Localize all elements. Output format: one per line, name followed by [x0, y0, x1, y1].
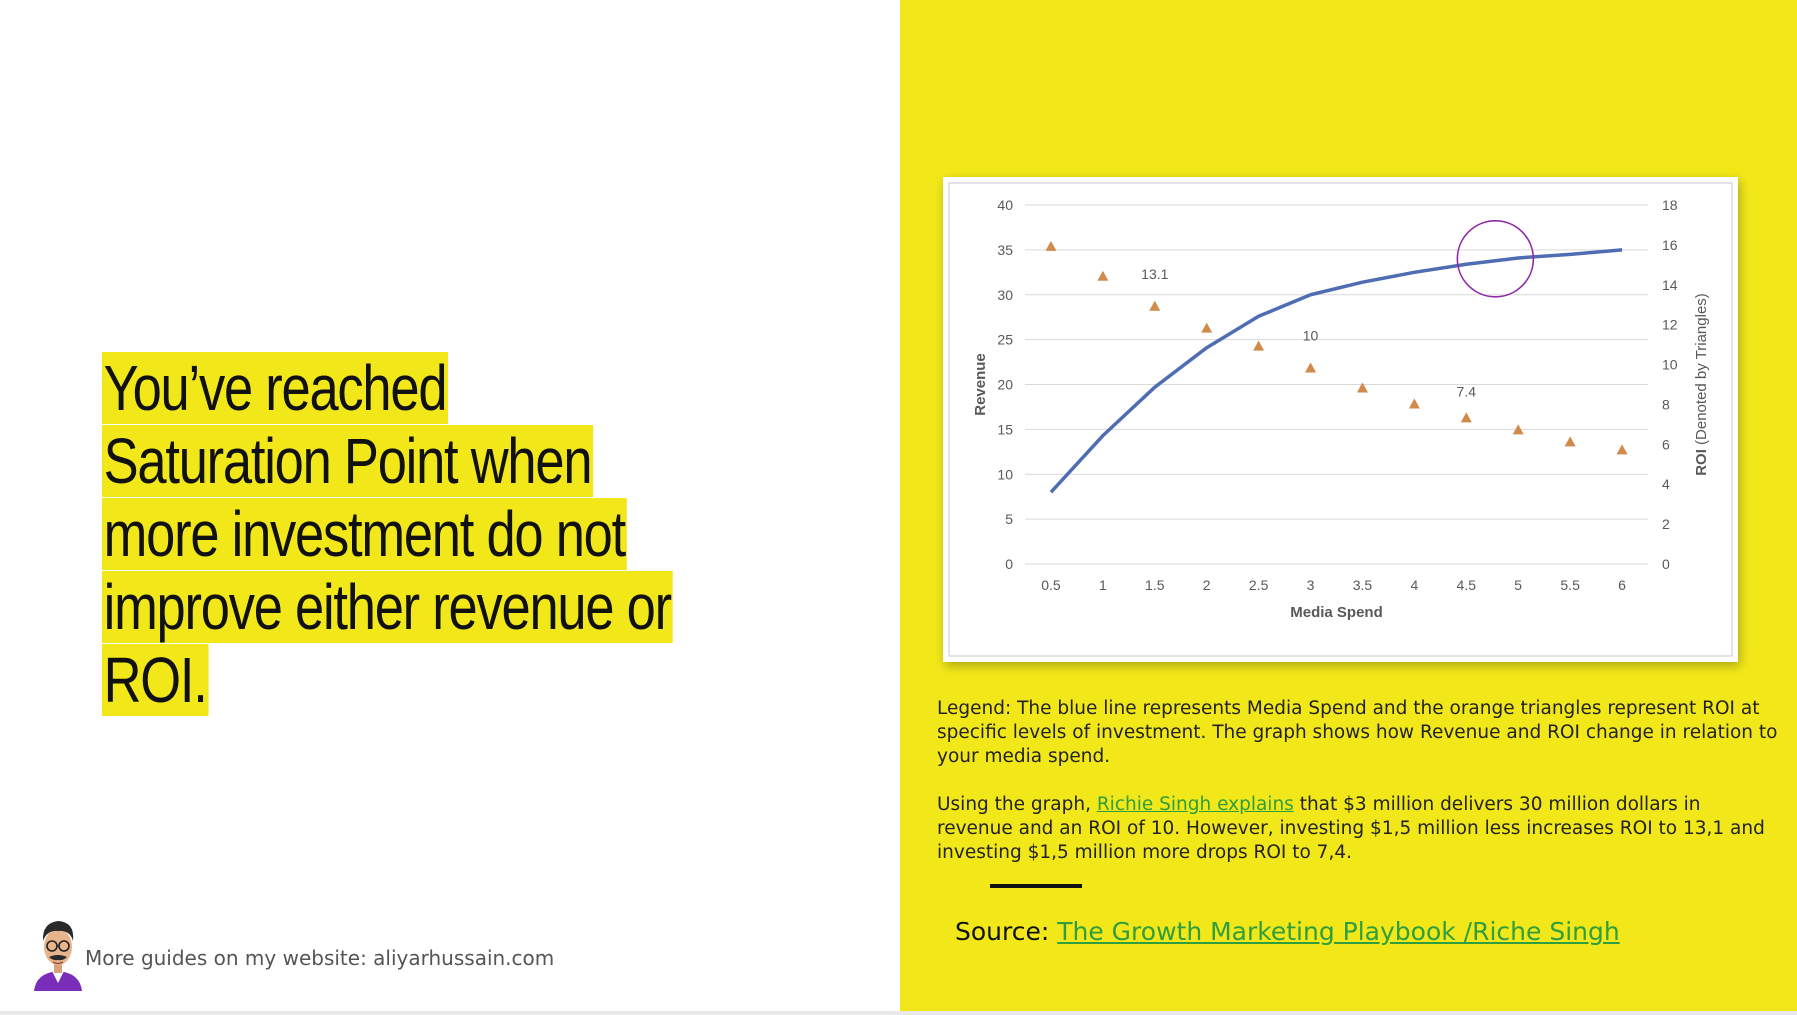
roi-triangle-point [1512, 424, 1524, 435]
y2-tick-label: 12 [1662, 317, 1678, 333]
roi-triangle-point [1305, 362, 1317, 373]
roi-triangle-point [1149, 300, 1161, 311]
x-tick-label: 5.5 [1560, 577, 1580, 593]
source-label: Source: [955, 917, 1058, 946]
x-tick-label: 6 [1618, 577, 1626, 593]
revenue-series-line [1049, 248, 1623, 494]
x-tick-label: 3 [1307, 577, 1315, 593]
x-tick-label: 3.5 [1353, 577, 1373, 593]
data-label: 7.4 [1457, 383, 1477, 399]
y-tick-label: 0 [1005, 556, 1013, 572]
y-tick-label: 25 [997, 332, 1013, 348]
roi-triangle-point [1564, 436, 1576, 447]
y-tick-label: 35 [997, 242, 1013, 258]
author-avatar-icon [34, 921, 82, 991]
source-link[interactable]: The Growth Marketing Playbook /Riche Sin… [1057, 917, 1620, 946]
roi-triangle-point [1460, 412, 1472, 423]
roi-triangle-point [1097, 270, 1109, 281]
y2-tick-label: 2 [1662, 516, 1670, 532]
y2-axis-title: ROI (Denoted by Triangles) [1693, 293, 1710, 476]
x-tick-label: 4 [1410, 577, 1418, 593]
bottom-border [0, 1011, 1797, 1015]
y-axis-title: Revenue [972, 353, 989, 416]
x-tick-label: 1.5 [1145, 577, 1165, 593]
x-tick-label: 1 [1099, 577, 1107, 593]
y2-tick-label: 14 [1662, 277, 1678, 293]
saturation-highlight-circle [1456, 220, 1535, 298]
y2-tick-label: 16 [1662, 237, 1678, 253]
y2-tick-label: 18 [1662, 197, 1678, 213]
y2-tick-label: 4 [1662, 476, 1670, 492]
y-tick-label: 30 [997, 287, 1013, 303]
y-tick-label: 15 [997, 421, 1013, 437]
y2-tick-label: 8 [1662, 396, 1670, 412]
roi-triangle-point [1616, 444, 1628, 455]
x-axis-title: Media Spend [1290, 604, 1383, 621]
y-tick-label: 20 [997, 377, 1013, 393]
roi-triangle-point [1201, 322, 1213, 333]
roi-triangle-point [1253, 340, 1265, 351]
chart-frame [948, 182, 1733, 657]
explanation-body: that $3 million delivers 30 million doll… [937, 794, 1765, 863]
data-label: 10 [1303, 328, 1319, 344]
x-tick-label: 2 [1203, 577, 1211, 593]
x-tick-label: 5 [1514, 577, 1522, 593]
y2-tick-label: 6 [1662, 436, 1670, 452]
roi-triangle-point [1045, 240, 1057, 251]
y-tick-label: 5 [1005, 511, 1013, 527]
y-tick-label: 10 [997, 466, 1013, 482]
footer-website-text: More guides on my website: aliyarhussain… [85, 946, 555, 970]
headline: You’ve reached Saturation Point when mor… [102, 352, 676, 717]
left-panel: You’ve reached Saturation Point when mor… [34, 352, 676, 991]
richie-singh-link[interactable]: Richie Singh explains [1096, 794, 1294, 815]
data-label: 13.1 [1141, 266, 1168, 282]
divider-line [990, 884, 1082, 888]
chart-card: 0 5 10 15 20 25 30 35 40 0 2 4 6 8 10 12 14 16 18 0.5 1 1.5 2 2… [943, 177, 1738, 662]
x-tick-label: 2.5 [1249, 577, 1269, 593]
x-tick-label: 0.5 [1041, 577, 1061, 593]
legend-description: Legend: The blue line represents Media S… [937, 697, 1782, 865]
y-tick-label: 40 [997, 197, 1013, 213]
explanation-paragraph: Using the graph, Richie Singh explains t… [937, 793, 1782, 865]
roi-triangle-point [1356, 382, 1368, 393]
headline-text: You’ve reached Saturation Point when mor… [102, 352, 673, 716]
y2-tick-label: 0 [1662, 556, 1670, 572]
x-tick-label: 4.5 [1457, 577, 1477, 593]
roi-triangle-point [1408, 398, 1420, 409]
source-line: Source: The Growth Marketing Playbook /R… [955, 917, 1620, 946]
explanation-prefix: Using the graph, [937, 794, 1097, 815]
legend-paragraph: Legend: The blue line represents Media S… [937, 698, 1778, 767]
y2-tick-label: 10 [1662, 357, 1678, 373]
